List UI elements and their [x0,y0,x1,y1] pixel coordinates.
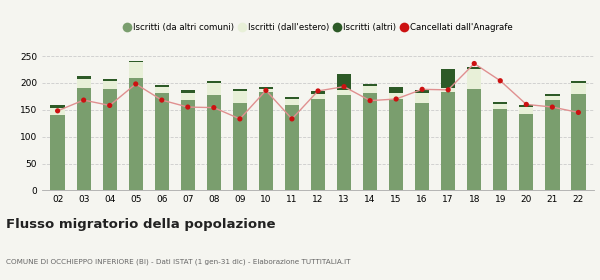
Point [157,98,167,102]
Point [287,117,297,121]
Bar [206,83,221,95]
Bar [311,99,325,190]
Bar [77,88,91,190]
Point [53,109,62,113]
Point [391,97,401,101]
Point [496,78,505,83]
Bar [545,94,560,96]
Point [235,117,245,121]
Bar [181,90,195,93]
Point [131,82,140,86]
Bar [415,90,430,93]
Bar [285,106,299,190]
Text: COMUNE DI OCCHIEPPO INFERIORE (BI) - Dati ISTAT (1 gen-31 dic) - Elaborazione TU: COMUNE DI OCCHIEPPO INFERIORE (BI) - Dat… [6,258,350,265]
Bar [441,88,455,92]
Bar [233,89,247,92]
Bar [519,107,533,113]
Bar [311,94,325,99]
Bar [233,103,247,190]
Bar [337,90,351,95]
Bar [467,89,481,190]
Bar [50,108,65,115]
Bar [441,92,455,190]
Bar [493,104,508,109]
Bar [155,85,169,87]
Bar [545,100,560,190]
Bar [389,87,403,93]
Bar [128,62,143,78]
Bar [233,92,247,103]
Bar [155,93,169,190]
Point [79,98,88,102]
Bar [206,81,221,83]
Point [209,105,218,110]
Bar [519,105,533,107]
Bar [285,99,299,106]
Bar [50,115,65,190]
Bar [467,67,481,69]
Bar [389,99,403,190]
Bar [259,89,273,92]
Point [574,110,583,115]
Point [365,98,375,103]
Bar [181,100,195,190]
Bar [545,96,560,100]
Bar [337,95,351,190]
Bar [363,84,377,86]
Point [548,105,557,109]
Point [183,105,193,109]
Bar [128,78,143,190]
Bar [103,89,117,190]
Point [418,87,427,92]
Bar [363,93,377,190]
Legend: Iscritti (da altri comuni), Iscritti (dall'estero), Iscritti (altri), Cancellati: Iscritti (da altri comuni), Iscritti (da… [120,20,516,36]
Bar [103,81,117,89]
Bar [493,102,508,104]
Bar [415,103,430,190]
Bar [415,93,430,103]
Text: Flusso migratorio della popolazione: Flusso migratorio della popolazione [6,218,275,231]
Bar [259,87,273,89]
Bar [77,76,91,79]
Bar [571,83,586,94]
Bar [128,61,143,62]
Point [339,84,349,89]
Bar [493,109,508,190]
Bar [467,69,481,89]
Bar [311,92,325,94]
Bar [285,97,299,99]
Bar [441,69,455,88]
Bar [363,86,377,93]
Bar [337,74,351,90]
Bar [571,81,586,83]
Point [105,103,115,108]
Point [313,89,323,93]
Point [521,102,531,107]
Bar [519,113,533,190]
Point [469,61,479,66]
Point [261,88,271,93]
Bar [206,95,221,190]
Bar [571,94,586,190]
Bar [181,93,195,100]
Bar [103,79,117,81]
Bar [259,92,273,190]
Bar [389,93,403,99]
Bar [155,87,169,93]
Bar [50,106,65,108]
Bar [77,79,91,88]
Point [443,88,453,92]
